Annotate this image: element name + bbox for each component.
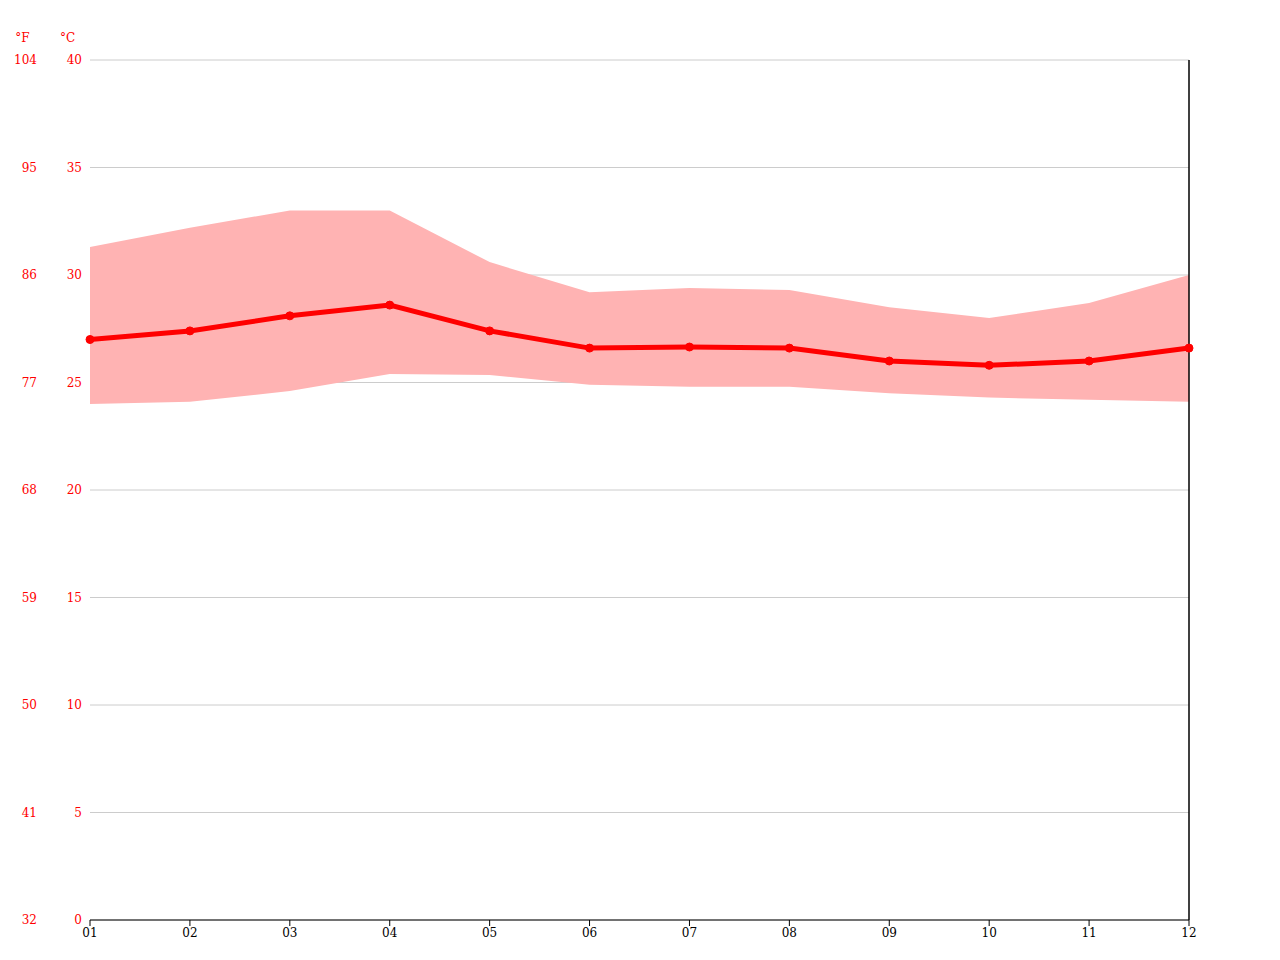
svg-text:5: 5 — [74, 806, 82, 820]
svg-text:°F: °F — [15, 31, 29, 45]
svg-text:32: 32 — [22, 913, 37, 927]
svg-text:35: 35 — [67, 161, 82, 175]
svg-text:05: 05 — [482, 926, 497, 940]
svg-text:50: 50 — [22, 698, 37, 712]
svg-text:86: 86 — [22, 268, 37, 282]
svg-text:15: 15 — [67, 591, 82, 605]
svg-text:59: 59 — [22, 591, 37, 605]
svg-text:10: 10 — [67, 698, 82, 712]
svg-text:06: 06 — [582, 926, 597, 940]
svg-text:07: 07 — [682, 926, 697, 940]
svg-text:12: 12 — [1181, 926, 1196, 940]
svg-text:104: 104 — [14, 53, 37, 67]
svg-text:40: 40 — [67, 53, 82, 67]
svg-text:41: 41 — [22, 806, 37, 820]
svg-text:02: 02 — [182, 926, 197, 940]
svg-text:11: 11 — [1081, 926, 1096, 940]
svg-text:10: 10 — [982, 926, 997, 940]
svg-text:30: 30 — [67, 268, 82, 282]
svg-text:95: 95 — [22, 161, 37, 175]
svg-text:°C: °C — [60, 31, 75, 45]
svg-text:09: 09 — [882, 926, 897, 940]
svg-text:0: 0 — [74, 913, 82, 927]
svg-text:25: 25 — [67, 376, 82, 390]
svg-text:68: 68 — [22, 483, 37, 497]
svg-text:01: 01 — [82, 926, 97, 940]
svg-text:20: 20 — [67, 483, 82, 497]
svg-text:08: 08 — [782, 926, 797, 940]
svg-text:03: 03 — [282, 926, 297, 940]
svg-text:77: 77 — [22, 376, 37, 390]
svg-text:04: 04 — [382, 926, 398, 940]
